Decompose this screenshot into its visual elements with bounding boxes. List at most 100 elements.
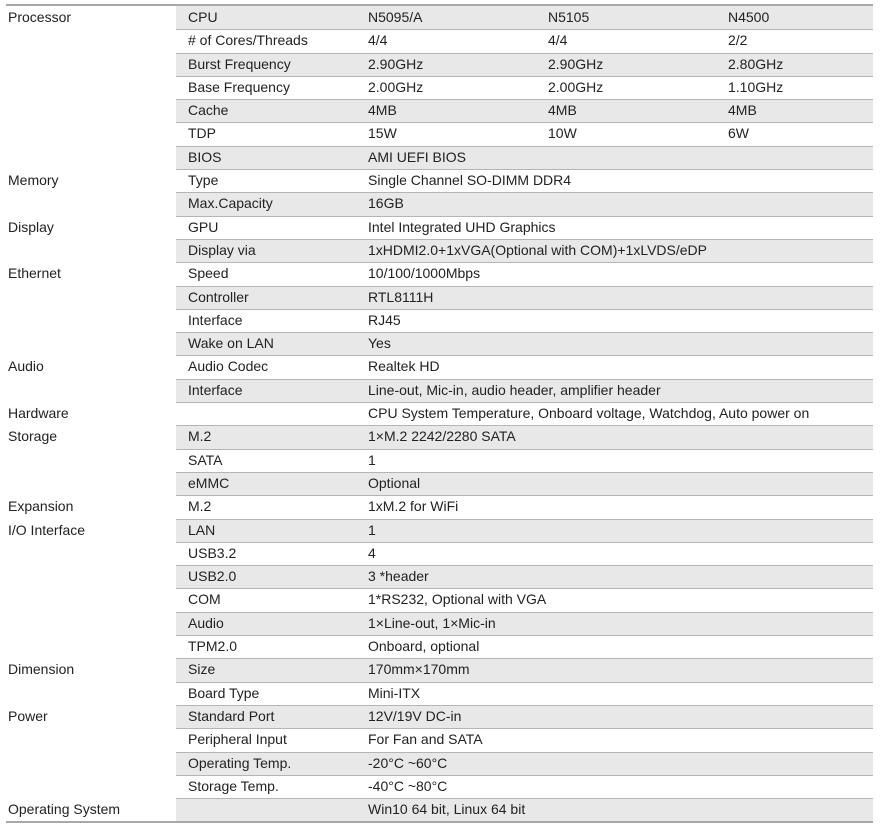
spec-value-cell: 2.80GHz <box>728 55 784 72</box>
table-row: Peripheral Input For Fan and SATA <box>6 728 873 751</box>
table-row: Board Type Mini-ITX <box>6 681 873 705</box>
spec-label-cell: USB3.2 <box>188 544 237 561</box>
table-row: Operating System Win10 64 bit, Linux 64 b… <box>6 798 873 822</box>
spec-value-cell: 2.90GHz <box>368 55 424 72</box>
spec-value-cell: 1*RS232, Optional with VGA <box>368 591 547 608</box>
spec-label-cell: COM <box>188 591 221 608</box>
table-row: Memory Type Single Channel SO-DIMM DDR4 <box>6 169 873 192</box>
spec-value-cell: Realtek HD <box>368 358 440 375</box>
table-row: USB2.0 3 *header <box>6 565 873 589</box>
spec-value-cell: 15W <box>368 125 397 142</box>
row-background <box>176 332 873 356</box>
category-cell: Ethernet <box>8 265 61 282</box>
table-row: Storage Temp. -40°C ~80°C <box>6 774 873 798</box>
category-cell: Audio <box>8 358 44 375</box>
spec-value-cell: 4MB <box>548 102 577 119</box>
spec-value-cell: 2/2 <box>728 32 748 49</box>
spec-value-cell: N5095/A <box>368 9 423 25</box>
row-background <box>176 518 873 542</box>
spec-label-cell: M.2 <box>188 428 212 445</box>
spec-label-cell: Interface <box>188 311 243 328</box>
spec-value-cell: 2.00GHz <box>548 78 604 95</box>
spec-label-cell: # of Cores/Threads <box>188 32 308 49</box>
row-background <box>176 635 873 658</box>
table-row: Ethernet Speed 10/100/1000Mbps <box>6 262 873 285</box>
row-background <box>176 355 873 378</box>
row-background <box>176 425 873 449</box>
spec-value-cell: Line-out, Mic-in, audio header, amplifie… <box>368 381 661 398</box>
spec-label-cell: Storage Temp. <box>188 777 279 794</box>
spec-value-cell: Optional <box>368 474 421 491</box>
spec-value-cell: 2.00GHz <box>368 78 424 95</box>
row-background <box>176 681 873 705</box>
spec-label-cell: eMMC <box>188 474 230 491</box>
spec-value-cell: Single Channel SO-DIMM DDR4 <box>368 172 572 189</box>
spec-value-cell: 1 <box>368 521 376 538</box>
spec-value-cell: 1.10GHz <box>728 78 784 95</box>
row-background <box>176 215 873 239</box>
spec-label-cell: Burst Frequency <box>188 55 291 72</box>
table-row: Base Frequency 2.00GHz 2.00GHz 1.10GHz <box>6 75 873 99</box>
row-background <box>176 6 873 30</box>
row-background <box>176 169 873 192</box>
row-background <box>176 192 873 216</box>
table-row: Wake on LAN Yes <box>6 332 873 356</box>
spec-label-cell: USB2.0 <box>188 568 237 585</box>
table-row: Hardware CPU System Temperature, Onboard … <box>6 402 873 425</box>
spec-label-cell: Base Frequency <box>188 78 290 95</box>
spec-value-cell: For Fan and SATA <box>368 731 483 748</box>
spec-value-cell: 2.90GHz <box>548 55 604 72</box>
spec-value-cell: 1×M.2 2242/2280 SATA <box>368 428 516 445</box>
table-row: Burst Frequency 2.90GHz 2.90GHz 2.80GHz <box>6 52 873 76</box>
table-row: Display GPU Intel Integrated UHD Graphics <box>6 215 873 239</box>
spec-label-cell: BIOS <box>188 148 222 165</box>
table-row: SATA 1 <box>6 448 873 472</box>
spec-value-cell: AMI UEFI BIOS <box>368 148 467 165</box>
spec-value-cell: RTL8111H <box>368 288 434 305</box>
table-row: COM 1*RS232, Optional with VGA <box>6 588 873 611</box>
spec-value-cell: N4500 <box>728 9 770 25</box>
table-row: Processor CPU N5095/A N5105 N4500 <box>6 6 873 30</box>
row-background <box>176 471 873 496</box>
spec-value-cell: Mini-ITX <box>368 684 421 701</box>
table-row: TPM2.0 Onboard, optional <box>6 635 873 658</box>
category-cell: Power <box>8 707 48 724</box>
row-background <box>176 658 873 682</box>
row-background <box>176 145 873 170</box>
row-background <box>176 704 873 729</box>
spec-value-cell: 12V/19V DC-in <box>368 707 462 724</box>
spec-label-cell: Operating Temp. <box>188 754 292 771</box>
spec-value-cell: 1×Line-out, 1×Mic-in <box>368 614 496 631</box>
spec-value-cell: 3 *header <box>368 568 429 585</box>
spec-value-cell: 10W <box>548 125 577 142</box>
row-background <box>176 611 873 636</box>
row-background <box>176 378 873 403</box>
table-row: TDP 15W 10W 6W <box>6 122 873 145</box>
spec-label-cell: Controller <box>188 288 249 305</box>
spec-label-cell: Interface <box>188 381 243 398</box>
category-cell: Memory <box>8 172 59 189</box>
table-row: Operating Temp. -20°C ~60°C <box>6 751 873 775</box>
category-cell: Expansion <box>8 498 74 515</box>
table-row: BIOS AMI UEFI BIOS <box>6 145 873 170</box>
spec-value-cell: -40°C ~80°C <box>368 777 448 794</box>
spec-value-cell: 10/100/1000Mbps <box>368 265 481 282</box>
row-background <box>176 52 873 76</box>
table-row: Cache 4MB 4MB 4MB <box>6 99 873 123</box>
row-background <box>176 262 873 285</box>
spec-value-cell: 1xM.2 for WiFi <box>368 498 459 515</box>
spec-value-cell: -20°C ~60°C <box>368 754 448 771</box>
spec-label-cell: Type <box>188 172 219 189</box>
table-row: Controller RTL8111H <box>6 285 873 309</box>
spec-label-cell: TDP <box>188 125 216 142</box>
row-background <box>176 728 873 751</box>
spec-value-cell: Intel Integrated UHD Graphics <box>368 218 556 235</box>
spec-label-cell: Audio Codec <box>188 358 269 375</box>
spec-label-cell: Speed <box>188 265 229 282</box>
spec-value-cell: N5105 <box>548 9 590 25</box>
spec-value-cell: CPU System Temperature, Onboard voltage,… <box>368 405 810 422</box>
spec-label-cell: Max.Capacity <box>188 195 273 212</box>
row-background <box>176 751 873 775</box>
spec-value-cell: 6W <box>728 125 749 142</box>
spec-label-cell: Size <box>188 661 216 678</box>
